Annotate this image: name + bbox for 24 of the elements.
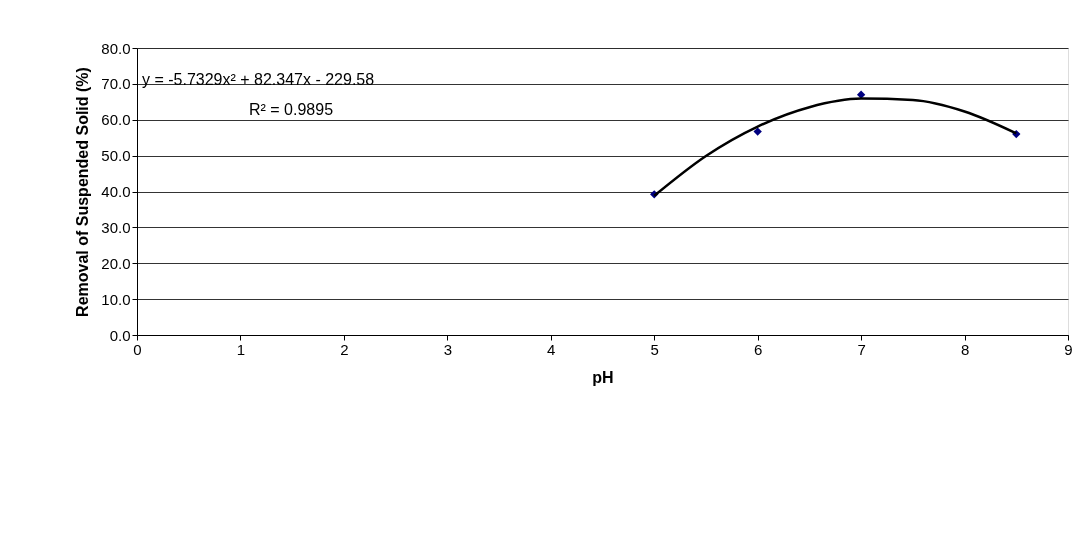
y-tick-label: 70.0 bbox=[101, 75, 131, 93]
y-tick-label: 50.0 bbox=[101, 147, 131, 165]
x-tick-label: 0 bbox=[133, 340, 142, 358]
y-tick-label: 80.0 bbox=[101, 39, 131, 57]
x-tick-label: 2 bbox=[340, 340, 349, 358]
x-axis-title: pH bbox=[592, 368, 614, 386]
annotation: y = -5.7329x² + 82.347x - 229.58 bbox=[142, 71, 375, 88]
y-tick-label: 30.0 bbox=[101, 218, 131, 236]
x-tick-label: 6 bbox=[753, 340, 763, 358]
x-tick-label: 3 bbox=[443, 340, 453, 358]
y-tick-label: 0.0 bbox=[109, 326, 131, 344]
x-tick-label: 8 bbox=[960, 340, 970, 358]
y-axis-title: Removal of Suspended Solid (%) bbox=[74, 67, 92, 317]
y-tick-label: 20.0 bbox=[101, 254, 131, 272]
x-tick-label: 1 bbox=[236, 340, 246, 358]
y-tick-label: 10.0 bbox=[101, 290, 131, 308]
point bbox=[753, 127, 762, 136]
x-tick-label: 4 bbox=[547, 340, 556, 358]
y-tick-label: 40.0 bbox=[101, 183, 131, 200]
annotation: R² = 0.9895 bbox=[249, 101, 334, 118]
x-tick-label: 9 bbox=[1064, 340, 1073, 358]
x-tick-label: 7 bbox=[857, 340, 866, 358]
y-tick-label: 60.0 bbox=[101, 111, 131, 129]
x-tick-label: 5 bbox=[650, 340, 659, 358]
